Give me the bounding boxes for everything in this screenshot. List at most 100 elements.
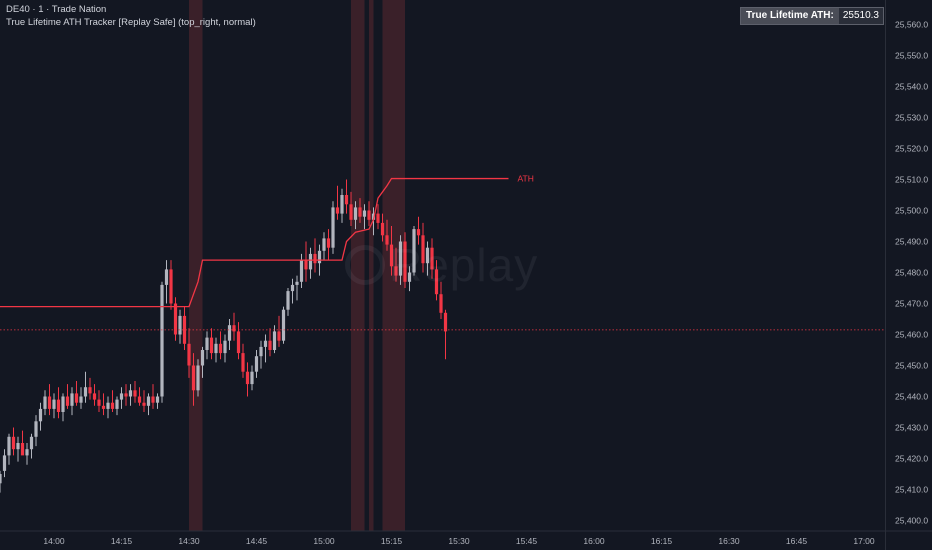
candle [70, 387, 74, 416]
time-tick-label: 16:30 [718, 536, 740, 546]
candle [223, 334, 227, 363]
candle [407, 266, 412, 292]
ath-label: ATH [518, 174, 534, 184]
time-tick-label: 16:00 [583, 536, 605, 546]
candle-body [308, 253, 313, 270]
candle-body [133, 390, 137, 397]
candle-body [434, 269, 439, 295]
candle-body [56, 399, 61, 412]
candle [160, 281, 164, 403]
candle-body [52, 399, 56, 409]
time-tick-label: 16:15 [651, 536, 673, 546]
candle [353, 201, 358, 230]
candle-body [146, 396, 151, 406]
candle [146, 393, 151, 416]
candle-body [20, 443, 25, 456]
candle [232, 312, 236, 341]
candle [335, 185, 340, 220]
candle [151, 384, 155, 409]
time-tick-label: 15:15 [381, 536, 403, 546]
candle [398, 235, 403, 285]
candle-body [443, 312, 448, 332]
candle [362, 204, 367, 230]
candle-body [362, 210, 367, 217]
time-tick-label: 17:00 [853, 536, 875, 546]
candle-body [205, 337, 209, 350]
candle-body [223, 340, 227, 354]
symbol-title[interactable]: DE40 · 1 · Trade Nation [6, 4, 107, 15]
price-tick-label: 25,540.0 [895, 82, 928, 92]
price-tick-label: 25,400.0 [895, 516, 928, 526]
candle [196, 359, 200, 397]
candle-body [227, 325, 232, 341]
candle [430, 238, 434, 279]
candle-body [16, 443, 20, 450]
candle [20, 430, 25, 456]
candle [326, 229, 331, 261]
candle [322, 232, 326, 261]
indicator-title[interactable]: True Lifetime ATH Tracker [Replay Safe] … [6, 16, 256, 28]
candle [425, 241, 430, 276]
time-tick-label: 14:45 [246, 536, 268, 546]
candle [214, 337, 218, 363]
candle [182, 306, 187, 350]
candle-body [92, 393, 97, 400]
candles [0, 179, 448, 493]
candle-body [412, 229, 416, 273]
candle [115, 396, 119, 416]
chart-legend: DE40 · 1 · Trade Nation True Lifetime AT… [6, 4, 256, 29]
candle-body [164, 269, 169, 285]
candle-body [394, 266, 398, 276]
candle-body [200, 350, 205, 366]
price-tick-label: 25,490.0 [895, 237, 928, 247]
ath-info-box: True Lifetime ATH: 25510.3 [740, 7, 884, 25]
candle-body [155, 396, 160, 403]
candle [110, 390, 115, 412]
candle [290, 278, 295, 304]
replay-play-icon [345, 245, 385, 285]
candle-body [290, 284, 295, 292]
candle [421, 222, 425, 273]
candle-body [259, 346, 263, 357]
time-tick-label: 14:15 [111, 536, 133, 546]
candle-body [425, 247, 430, 264]
candle-body [281, 309, 286, 341]
candle [268, 328, 272, 357]
candle-body [430, 247, 434, 270]
candle [389, 226, 394, 276]
time-tick-label: 15:30 [448, 536, 470, 546]
candle-body [70, 393, 74, 406]
candle-body [398, 241, 403, 276]
candle-body [115, 399, 119, 409]
candle [313, 238, 317, 273]
candle-body [11, 436, 16, 450]
candle-body [268, 340, 272, 350]
candle-body [304, 260, 308, 270]
candle [331, 201, 335, 254]
candle [11, 427, 16, 456]
candle [403, 232, 407, 288]
candle-body [241, 353, 245, 372]
candle-body [380, 222, 385, 236]
candle [367, 201, 371, 226]
time-tick-label: 14:30 [178, 536, 200, 546]
candle [74, 381, 79, 406]
candle [295, 275, 299, 301]
candle-body [376, 213, 380, 223]
candle [394, 247, 398, 282]
candle-body [97, 399, 101, 406]
candle [119, 387, 124, 409]
candle [439, 281, 443, 319]
price-tick-label: 25,430.0 [895, 423, 928, 433]
candle [245, 362, 250, 397]
ath-box-value: 25510.3 [838, 8, 883, 24]
candle [263, 334, 268, 363]
candle [227, 319, 232, 350]
candle-body [0, 474, 2, 484]
candle [340, 188, 344, 223]
price-tick-label: 25,480.0 [895, 268, 928, 278]
candle [7, 433, 11, 465]
candle [281, 306, 286, 344]
